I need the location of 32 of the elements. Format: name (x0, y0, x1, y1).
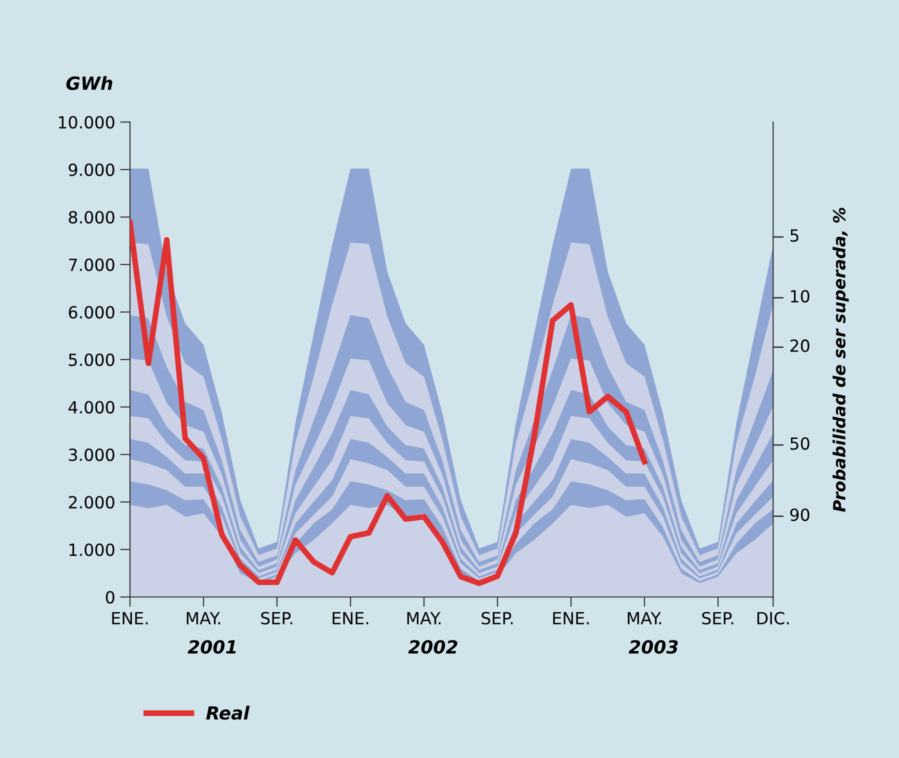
y-tick-label: 4.000 (68, 400, 114, 414)
y-tick-label: 1.000 (70, 543, 114, 556)
y-tick-label: 2.000 (68, 496, 114, 509)
y-tick-label: 9.000 (68, 163, 114, 176)
y-axis-title: GWh (66, 76, 112, 90)
text: 90 (790, 508, 810, 522)
text: 2001 (188, 640, 236, 654)
y-tick-label: 3.000 (68, 448, 114, 462)
text: 5 (790, 229, 798, 242)
text: 2003 (628, 640, 678, 654)
text: 50 (790, 437, 810, 450)
y-tick-label: 7.000 (69, 258, 114, 272)
y-tick-label: 5.000 (68, 353, 114, 366)
x-tick-label: DIC. (757, 612, 789, 624)
x-tick-label: MAY. (628, 612, 662, 624)
text: 10 (791, 290, 810, 303)
y-tick-label: 8.000 (68, 210, 114, 224)
y-tick-label: 10.000 (58, 116, 114, 129)
y-tick-label: 0 (106, 590, 114, 604)
x-tick-label: ENE. (553, 612, 589, 624)
x-tick-label: MAY. (186, 612, 220, 624)
x-tick-label: MAY. (407, 612, 441, 624)
y2-axis-title: Probabilidad de ser superada, % (832, 208, 849, 512)
legend-label: Real (206, 706, 250, 720)
x-tick-label: SEP. (482, 612, 513, 624)
x-tick-label: SEP. (261, 612, 292, 624)
x-tick-label: SEP. (702, 612, 734, 624)
text: 2002 (408, 640, 458, 654)
y-tick-label: 6.000 (68, 306, 114, 319)
x-tick-label: ENE. (332, 612, 368, 624)
x-tick-label: ENE. (112, 612, 148, 624)
text: 20 (790, 339, 810, 352)
